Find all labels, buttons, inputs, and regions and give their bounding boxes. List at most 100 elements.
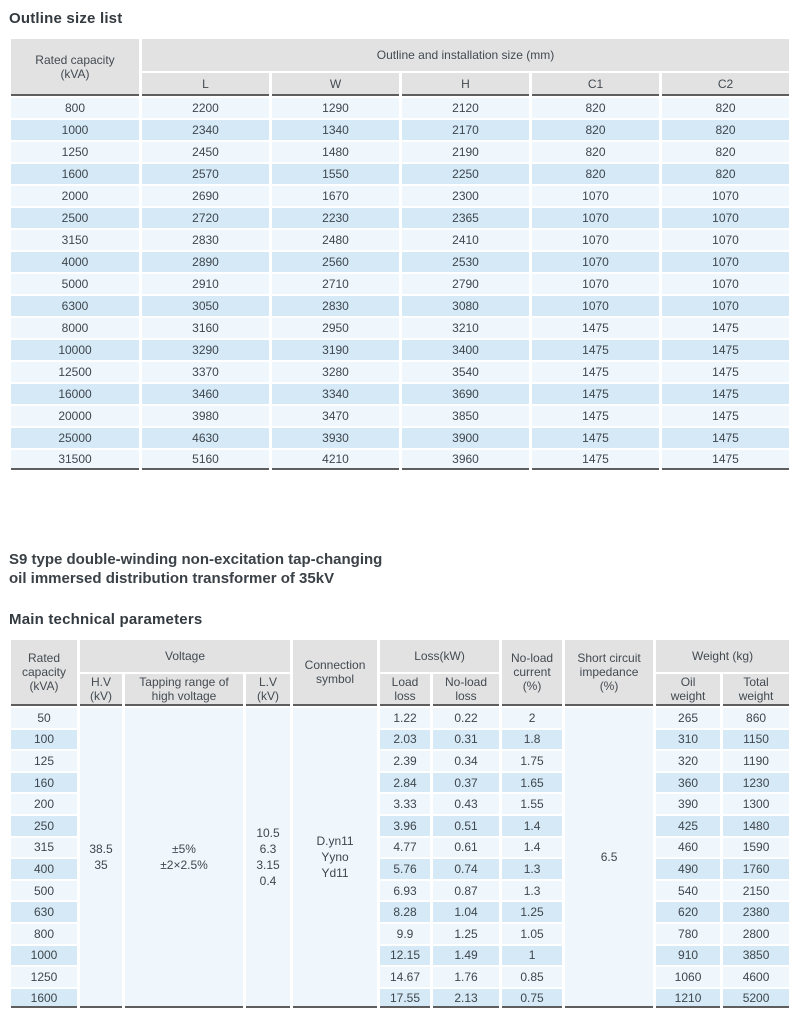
oil-weight-cell: 360 — [656, 772, 721, 793]
c2-cell: 1475 — [662, 406, 790, 426]
rated-capacity-cell: 800 — [11, 923, 77, 944]
connection-merged-cell: D.yn11 Yyno Yd11 — [293, 708, 378, 1009]
w-cell: 2230 — [272, 208, 399, 228]
rated-capacity-cell: 4000 — [11, 252, 139, 272]
table-row: 1250 14.67 1.76 0.85 1060 4600 — [11, 967, 790, 987]
oil-weight-cell: 780 — [656, 923, 721, 944]
no-load-loss-cell: 1.76 — [433, 967, 500, 987]
h-cell: 3210 — [402, 318, 529, 338]
c2-cell: 1475 — [662, 428, 790, 448]
table-row: 20000 3980 3470 3850 1475 1475 — [11, 406, 790, 426]
l-cell: 3460 — [142, 384, 269, 404]
table-row: 5000 2910 2710 2790 1070 1070 — [11, 274, 790, 294]
l-cell: 2830 — [142, 230, 269, 250]
rated-capacity-cell: 3150 — [11, 230, 139, 250]
h-cell: 3960 — [402, 450, 529, 470]
w-cell: 3930 — [272, 428, 399, 448]
table-row: 12500 3370 3280 3540 1475 1475 — [11, 362, 790, 382]
load-loss-cell: 6.93 — [380, 880, 431, 901]
header-loss-group: Loss(kW) — [380, 640, 500, 672]
rated-capacity-cell: 1600 — [11, 988, 77, 1009]
no-load-current-cell: 1.05 — [502, 923, 563, 944]
total-weight-cell: 1480 — [723, 815, 790, 836]
rated-capacity-cell: 16000 — [11, 384, 139, 404]
total-weight-cell: 1150 — [723, 729, 790, 750]
c2-cell: 1475 — [662, 362, 790, 382]
load-loss-cell: 4.77 — [380, 837, 431, 858]
h-cell: 2250 — [402, 164, 529, 184]
total-weight-cell: 1190 — [723, 751, 790, 771]
no-load-current-cell: 0.85 — [502, 967, 563, 987]
c1-cell: 1475 — [532, 428, 659, 448]
l-cell: 4630 — [142, 428, 269, 448]
no-load-loss-cell: 0.34 — [433, 751, 500, 771]
h-cell: 3690 — [402, 384, 529, 404]
rated-capacity-cell: 5000 — [11, 274, 139, 294]
rated-capacity-cell: 250 — [11, 815, 77, 836]
header-w: W — [272, 73, 399, 96]
oil-weight-cell: 460 — [656, 837, 721, 858]
load-loss-cell: 3.96 — [380, 815, 431, 836]
no-load-current-cell: 1.8 — [502, 729, 563, 750]
rated-capacity-cell: 6300 — [11, 296, 139, 316]
header-no-load-loss: No-load loss — [433, 674, 500, 706]
no-load-loss-cell: 0.61 — [433, 837, 500, 858]
l-cell: 5160 — [142, 450, 269, 470]
rated-capacity-cell: 100 — [11, 729, 77, 750]
oil-weight-cell: 1210 — [656, 988, 721, 1009]
table-row: 2500 2720 2230 2365 1070 1070 — [11, 208, 790, 228]
table-row: 1600 17.55 2.13 0.75 1210 5200 — [11, 988, 790, 1009]
c2-cell: 1070 — [662, 230, 790, 250]
header-connection-symbol: Connection symbol — [293, 640, 378, 706]
table-row: 1250 2450 1480 2190 820 820 — [11, 142, 790, 162]
outline-size-table-body: 800 2200 1290 2120 820 820 1000 2340 1340 2170 820… — [11, 98, 790, 470]
rated-capacity-cell: 1250 — [11, 967, 77, 987]
c1-cell: 1070 — [532, 252, 659, 272]
header-rated-capacity: Rated capacity (kVA) — [11, 640, 77, 706]
w-cell: 3340 — [272, 384, 399, 404]
h-cell: 2790 — [402, 274, 529, 294]
header-no-load-current: No-load current (%) — [502, 640, 563, 706]
rated-capacity-cell: 1000 — [11, 945, 77, 966]
rated-capacity-cell: 315 — [11, 837, 77, 858]
oil-weight-cell: 490 — [656, 859, 721, 879]
no-load-loss-cell: 1.25 — [433, 923, 500, 944]
l-cell: 2690 — [142, 186, 269, 206]
total-weight-cell: 4600 — [723, 967, 790, 987]
lv-merged-cell: 10.5 6.3 3.15 0.4 — [246, 708, 291, 1009]
c1-cell: 1475 — [532, 450, 659, 470]
table-row: 4000 2890 2560 2530 1070 1070 — [11, 252, 790, 272]
table-row: 800 2200 1290 2120 820 820 — [11, 98, 790, 118]
no-load-current-cell: 1.75 — [502, 751, 563, 771]
w-cell: 3190 — [272, 340, 399, 360]
w-cell: 2560 — [272, 252, 399, 272]
table-row: 6300 3050 2830 3080 1070 1070 — [11, 296, 790, 316]
header-l: L — [142, 73, 269, 96]
w-cell: 2950 — [272, 318, 399, 338]
table-row: 1600 2570 1550 2250 820 820 — [11, 164, 790, 184]
w-cell: 2480 — [272, 230, 399, 250]
w-cell: 1550 — [272, 164, 399, 184]
rated-capacity-cell: 2500 — [11, 208, 139, 228]
load-loss-cell: 2.84 — [380, 772, 431, 793]
table-row: 125 2.39 0.34 1.75 320 1190 — [11, 751, 790, 771]
c1-cell: 820 — [532, 120, 659, 140]
rated-capacity-cell: 1600 — [11, 164, 139, 184]
header-weight-group: Weight (kg) — [656, 640, 790, 672]
total-weight-cell: 2380 — [723, 902, 790, 922]
l-cell: 3980 — [142, 406, 269, 426]
total-weight-cell: 1590 — [723, 837, 790, 858]
rated-capacity-cell: 630 — [11, 902, 77, 922]
rated-capacity-cell: 2000 — [11, 186, 139, 206]
c2-cell: 1475 — [662, 450, 790, 470]
c1-cell: 820 — [532, 142, 659, 162]
table-row: 3150 2830 2480 2410 1070 1070 — [11, 230, 790, 250]
h-cell: 2190 — [402, 142, 529, 162]
w-cell: 2830 — [272, 296, 399, 316]
h-cell: 2300 — [402, 186, 529, 206]
c1-cell: 1475 — [532, 362, 659, 382]
table-row: 630 8.28 1.04 1.25 620 2380 — [11, 902, 790, 922]
load-loss-cell: 1.22 — [380, 708, 431, 728]
no-load-current-cell: 0.75 — [502, 988, 563, 1009]
c2-cell: 1070 — [662, 296, 790, 316]
